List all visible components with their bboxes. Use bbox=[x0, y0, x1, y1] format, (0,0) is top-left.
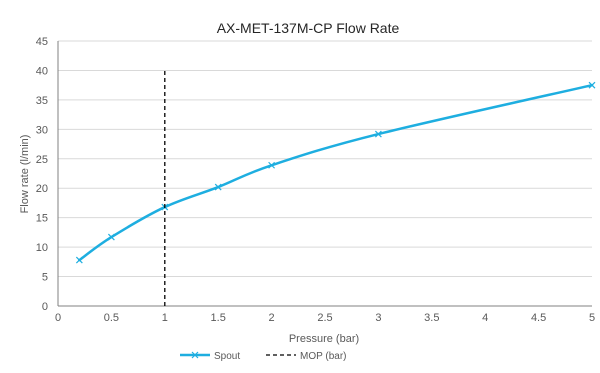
legend-item: MOP (bar) bbox=[266, 351, 347, 362]
x-tick-labels: 0 0.5 1 1.5 2 2.5 3 3.5 4 4.5 5 bbox=[55, 312, 595, 324]
y-tick-label: 15 bbox=[36, 213, 48, 225]
legend-marker bbox=[191, 351, 199, 359]
legend-label: MOP (bar) bbox=[300, 351, 347, 362]
x-tick-label: 4.5 bbox=[531, 312, 546, 324]
marker-stroke bbox=[214, 183, 222, 191]
marker-stroke bbox=[588, 81, 596, 89]
spout-point bbox=[75, 256, 83, 264]
y-tick-label: 10 bbox=[36, 242, 48, 254]
x-tick-label: 2.5 bbox=[317, 312, 332, 324]
y-tick-label: 40 bbox=[36, 65, 48, 77]
marker-stroke bbox=[268, 161, 276, 169]
spout-point bbox=[214, 183, 222, 191]
spout-line bbox=[78, 83, 594, 262]
x-tick-label: 5 bbox=[589, 312, 595, 324]
marker-stroke bbox=[374, 130, 382, 138]
marker-stroke bbox=[75, 256, 83, 264]
x-tick-label: 2 bbox=[269, 312, 275, 324]
marker-stroke bbox=[107, 233, 115, 241]
marker-stroke bbox=[191, 351, 199, 359]
spout-point bbox=[588, 81, 596, 89]
x-tick-label: 3.5 bbox=[424, 312, 439, 324]
y-tick-label: 45 bbox=[36, 36, 48, 48]
y-tick-labels: 0 5 10 15 20 25 30 35 40 45 bbox=[36, 36, 48, 313]
x-tick-label: 4 bbox=[482, 312, 488, 324]
y-tick-label: 35 bbox=[36, 95, 48, 107]
y-tick-label: 30 bbox=[36, 124, 48, 136]
series-layer bbox=[75, 70, 596, 306]
x-axis-label: Pressure (bar) bbox=[289, 333, 359, 345]
spout-point bbox=[107, 233, 115, 241]
y-tick-label: 20 bbox=[36, 183, 48, 195]
chart-title: AX-MET-137M-CP Flow Rate bbox=[217, 20, 400, 36]
legend-item: Spout bbox=[180, 351, 240, 362]
y-tick-label: 0 bbox=[42, 301, 48, 313]
spout-point bbox=[374, 130, 382, 138]
y-tick-label: 25 bbox=[36, 154, 48, 166]
spout-point bbox=[268, 161, 276, 169]
gridlines bbox=[58, 40, 592, 278]
x-tick-label: 0 bbox=[55, 312, 61, 324]
y-axis-label: Flow rate (l/min) bbox=[19, 135, 31, 214]
legend: Spout MOP (bar) bbox=[180, 351, 347, 362]
x-tick-label: 3 bbox=[375, 312, 381, 324]
x-tick-label: 1.5 bbox=[211, 312, 226, 324]
x-tick-label: 1 bbox=[162, 312, 168, 324]
y-tick-label: 5 bbox=[42, 272, 48, 284]
legend-label: Spout bbox=[214, 351, 240, 362]
x-tick-label: 0.5 bbox=[104, 312, 119, 324]
axes bbox=[57, 41, 592, 307]
